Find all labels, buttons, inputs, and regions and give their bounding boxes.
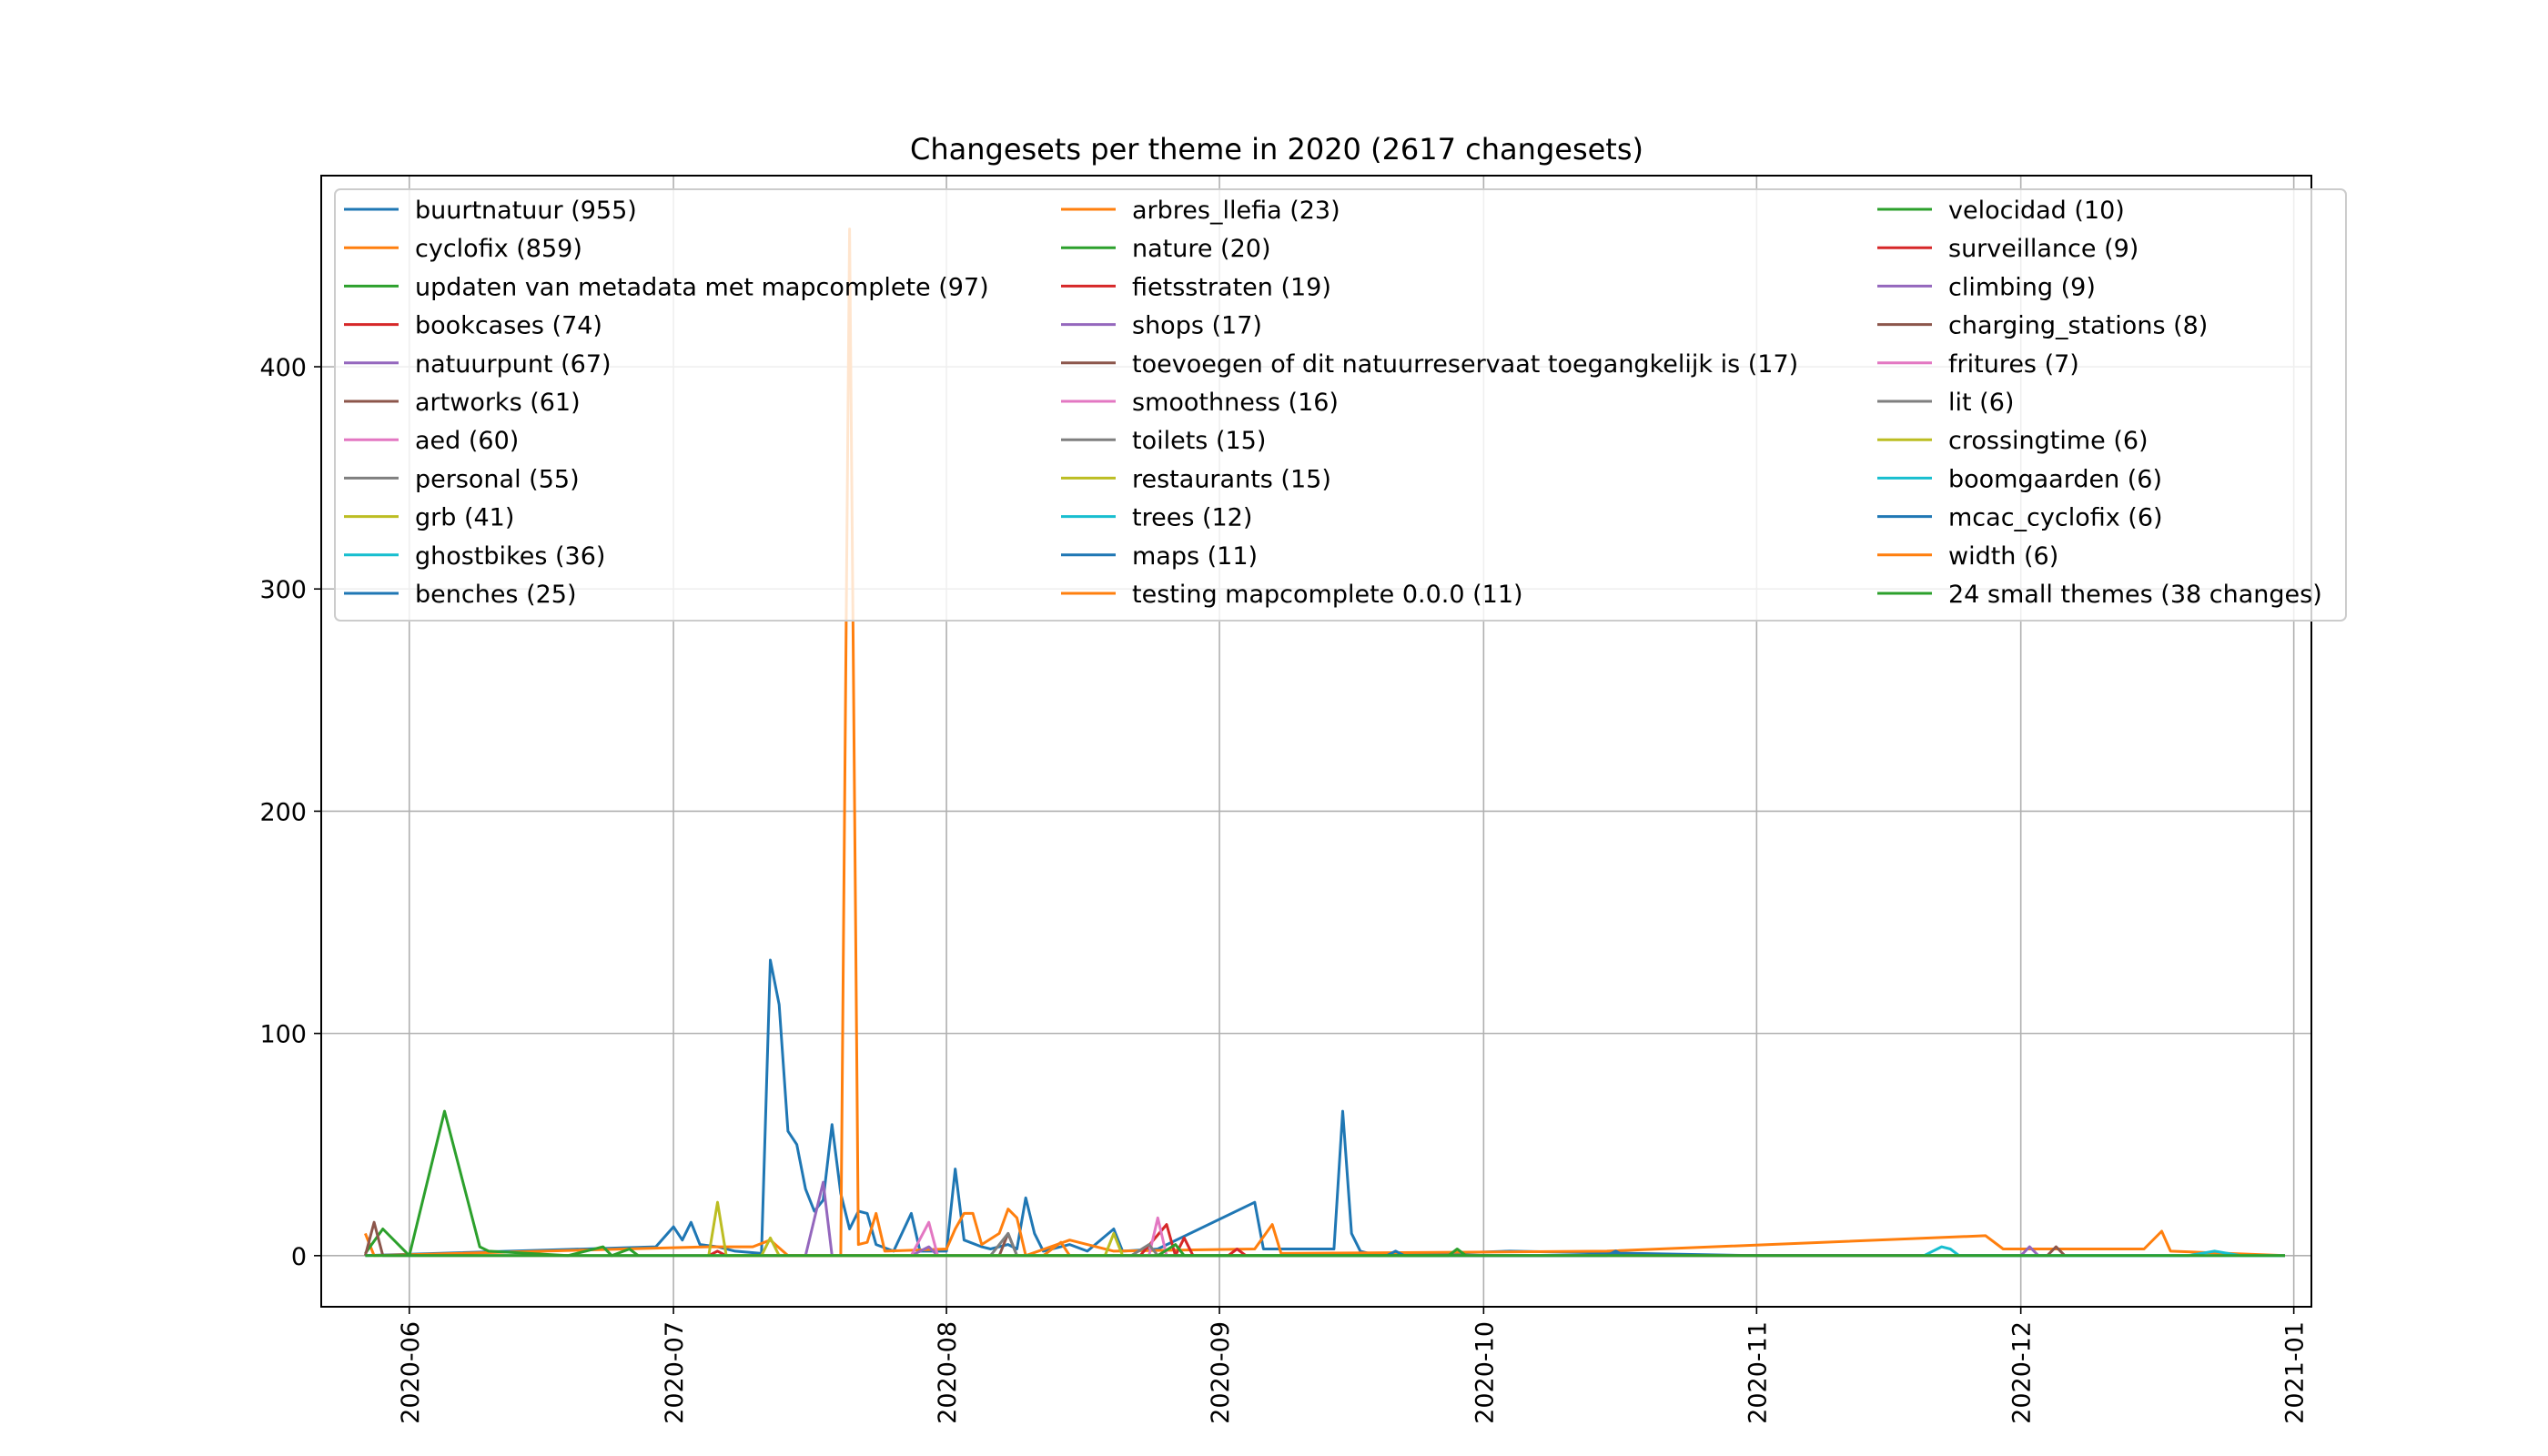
- legend-label: toilets (15): [1132, 427, 1266, 455]
- legend-label: maps (11): [1132, 542, 1258, 571]
- x-tick-label: 2020-10: [1471, 1321, 1499, 1424]
- legend-label: artworks (61): [415, 389, 581, 417]
- x-tick-label: 2021-01: [2281, 1321, 2310, 1424]
- legend: buurtnatuur (955) cyclofix (859) updaten v…: [334, 188, 2347, 622]
- legend-label: restaurants (15): [1132, 465, 1331, 493]
- y-tick-label: 200: [259, 798, 307, 826]
- legend-label: updaten van metadata met mapcomplete (97…: [415, 273, 989, 301]
- legend-label: aed (60): [415, 427, 519, 455]
- legend-label: crossingtime (6): [1948, 427, 2149, 455]
- series-line: [364, 228, 2286, 1258]
- legend-label: fritures (7): [1948, 350, 2079, 379]
- x-tick-label: 2020-08: [934, 1321, 962, 1424]
- legend-label: benches (25): [415, 581, 577, 609]
- legend-label: personal (55): [415, 465, 580, 493]
- legend-label: fietsstraten (19): [1132, 273, 1331, 301]
- legend-label: nature (20): [1132, 235, 1270, 263]
- legend-label: surveillance (9): [1948, 235, 2138, 263]
- legend-label: climbing (9): [1948, 273, 2096, 301]
- legend-label: trees (12): [1132, 504, 1252, 532]
- legend-label: toevoegen of dit natuurreservaat toegang…: [1132, 350, 1798, 379]
- plot-frame: [320, 175, 2312, 1308]
- legend-label: 24 small themes (38 changes): [1948, 581, 2322, 609]
- legend-label: mcac_cyclofix (6): [1948, 504, 2163, 532]
- x-tick-label: 2020-11: [1744, 1321, 1772, 1424]
- y-tick-label: 0: [291, 1243, 307, 1271]
- series-line: [707, 1200, 1124, 1258]
- legend-label: shops (17): [1132, 312, 1262, 340]
- legend-label: velocidad (10): [1948, 197, 2125, 225]
- legend-label: buurtnatuur (955): [415, 197, 637, 225]
- y-tick-label: 400: [259, 354, 307, 382]
- legend-box: [334, 188, 2347, 622]
- chart-title: Changesets per theme in 2020 (2617 chang…: [910, 132, 1643, 167]
- legend-label: lit (6): [1948, 389, 2014, 417]
- series-line: [365, 958, 2285, 1258]
- legend-label: arbres_llefia (23): [1132, 197, 1340, 225]
- legend-label: grb (41): [415, 504, 514, 532]
- legend-label: natuurpunt (67): [415, 350, 612, 379]
- plot-lines: [363, 228, 2286, 1258]
- y-axis: 0 100 200 300 400: [259, 354, 321, 1271]
- y-tick-label: 300: [259, 576, 307, 604]
- x-tick-label: 2020-12: [2008, 1321, 2037, 1424]
- series-line: [364, 1109, 640, 1258]
- x-axis: 2020-06 2020-07 2020-08 2020-09 2020-10 2020-…: [397, 1307, 2310, 1424]
- series-line: [1042, 1240, 1071, 1257]
- series-line: [804, 1180, 2040, 1258]
- legend-label: charging_stations (8): [1948, 312, 2208, 340]
- legend-label: cyclofix (859): [415, 235, 582, 263]
- x-tick-label: 2020-09: [1207, 1321, 1235, 1424]
- series-line: [1227, 1248, 1248, 1257]
- legend-label: ghostbikes (36): [415, 542, 605, 571]
- legend-label: width (6): [1948, 542, 2058, 571]
- y-tick-label: 100: [259, 1021, 307, 1049]
- x-tick-label: 2020-06: [397, 1321, 425, 1424]
- legend-label: testing mapcomplete 0.0.0 (11): [1132, 581, 1523, 609]
- legend-label: boomgaarden (6): [1948, 465, 2162, 493]
- legend-label: bookcases (74): [415, 312, 602, 340]
- legend-label: smoothness (16): [1132, 389, 1339, 417]
- x-tick-label: 2020-07: [661, 1321, 689, 1424]
